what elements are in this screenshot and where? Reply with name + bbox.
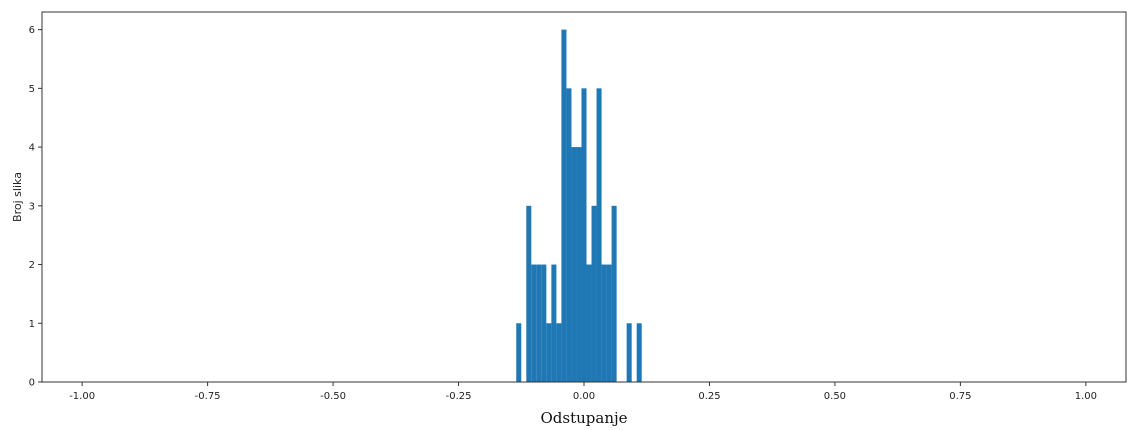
x-tick-label: 1.00 [1075, 391, 1097, 402]
y-tick-label: 1 [29, 319, 35, 330]
plot-frame [41, 11, 1127, 383]
histogram-bar [581, 88, 587, 382]
histogram-bar [611, 205, 617, 382]
x-tick-label: -0.75 [195, 391, 221, 402]
histogram-bar [576, 147, 582, 382]
histogram-bar [591, 205, 597, 382]
x-tick-label: -0.50 [320, 391, 346, 402]
histogram-bar [526, 205, 532, 382]
y-tick-label: 5 [29, 84, 35, 95]
y-axis-ticks: 0 1 2 3 4 5 6 [29, 25, 42, 389]
histogram-bar [546, 323, 552, 382]
y-tick-label: 2 [29, 260, 35, 271]
histogram-bar [636, 323, 642, 382]
y-tick-label: 3 [29, 201, 35, 212]
histogram-bar [586, 264, 592, 382]
histogram-bar [596, 88, 602, 382]
x-axis-ticks: -1.00 -0.75 -0.50 -0.25 0.00 0.25 0.50 0.75 1.00 [69, 382, 1097, 402]
histogram-bar [561, 29, 567, 382]
histogram-bar [531, 264, 537, 382]
y-axis-label: Broj slika [11, 172, 24, 222]
x-tick-label: 0.00 [573, 391, 595, 402]
histogram-bar [541, 264, 547, 382]
x-tick-label: 0.25 [698, 391, 720, 402]
y-tick-label: 4 [29, 143, 35, 154]
histogram-bar [571, 147, 577, 382]
histogram-bar [626, 323, 632, 382]
x-tick-label: 0.50 [824, 391, 846, 402]
x-tick-label: 0.75 [949, 391, 971, 402]
histogram-bar [556, 323, 562, 382]
x-tick-label: -1.00 [69, 391, 95, 402]
y-tick-label: 0 [29, 378, 35, 389]
bars-group [516, 29, 642, 382]
histogram-bar [551, 264, 557, 382]
histogram-bar [516, 323, 522, 382]
x-axis-label: Odstupanje [540, 409, 627, 427]
y-tick-label: 6 [29, 25, 35, 36]
histogram-bar [601, 264, 607, 382]
histogram-bar [606, 264, 612, 382]
histogram-bar [566, 88, 572, 382]
x-tick-label: -0.25 [446, 391, 472, 402]
histogram-bar [536, 264, 542, 382]
